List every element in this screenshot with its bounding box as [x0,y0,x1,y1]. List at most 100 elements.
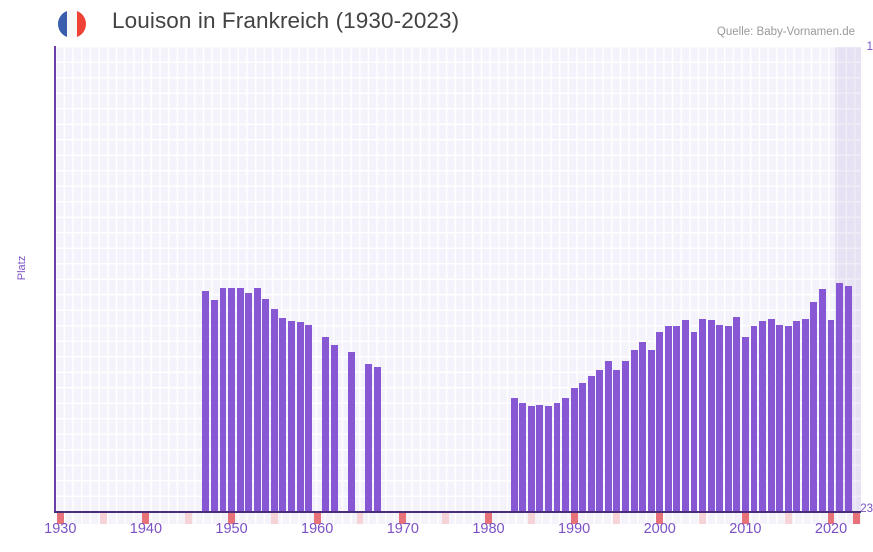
x-tick-mark-1965 [356,513,364,524]
bar-1986[interactable] [536,405,544,512]
x-tick-mark-1935 [99,513,107,524]
x-tick-mark-1970 [399,513,407,524]
bar-1991[interactable] [579,382,587,512]
x-axis-tick-1990: 1990 [557,521,591,537]
bar-1950[interactable] [228,288,235,512]
bar-1952[interactable] [245,293,253,512]
x-tick-mark-2020 [827,513,835,524]
bar-1955[interactable] [270,309,278,512]
bar-1999[interactable] [647,349,655,512]
bar-1959[interactable] [305,325,313,512]
x-axis-tick-2000: 2000 [643,521,676,537]
x-axis-tick-1970: 1970 [386,521,419,537]
x-tick-mark-1955 [270,513,278,524]
bar-1964[interactable] [348,352,355,512]
x-tick-mark-last [853,513,861,524]
x-axis-tick-2010: 2010 [729,521,762,537]
y-axis-tick-top: 1 [866,41,873,53]
bar-1988[interactable] [553,402,561,512]
chart-title: Louison in Frankreich (1930-2023) [112,8,460,33]
bar-1992[interactable] [587,375,595,512]
flag-band-red [76,10,86,38]
bar-2005[interactable] [699,319,706,512]
x-axis-tick-1940: 1940 [129,521,163,537]
bar-1961[interactable] [322,336,330,512]
bar-2002[interactable] [673,326,681,512]
bar-1966[interactable] [365,364,373,512]
chart-header: Louison in Frankreich (1930-2023) Quelle… [0,0,873,46]
bar-2010[interactable] [741,337,749,512]
bar-2012[interactable] [759,321,766,512]
bar-1949[interactable] [219,288,227,512]
bar-1948[interactable] [210,299,218,512]
bar-2003[interactable] [681,320,689,512]
bar-2011[interactable] [750,326,758,512]
bar-1954[interactable] [262,299,270,512]
bar-2015[interactable] [784,326,792,512]
bar-2019[interactable] [819,289,826,512]
x-tick-mark-1960 [313,513,321,524]
plot-area [56,47,861,512]
x-tick-mark-2015 [784,513,792,524]
x-tick-mark-2005 [699,513,706,524]
bar-2007[interactable] [716,325,724,512]
flag-band-white [67,10,77,38]
bar-2004[interactable] [690,332,698,512]
bar-2014[interactable] [776,325,784,512]
bar-2006[interactable] [707,320,715,512]
bar-1951[interactable] [236,288,244,512]
x-tick-mark-1950 [228,513,235,524]
x-axis-tick-1930: 1930 [44,521,77,537]
x-axis-tick-1980: 1980 [472,521,505,537]
source-attribution: Quelle: Baby-Vornamen.de [716,26,855,38]
bar-1983[interactable] [510,398,518,512]
bar-2016[interactable] [793,321,801,512]
bar-1997[interactable] [630,349,638,512]
bar-1995[interactable] [613,369,621,512]
bar-1998[interactable] [639,341,647,512]
bar-2009[interactable] [733,317,741,512]
bar-1958[interactable] [296,322,304,512]
bar-2018[interactable] [810,301,818,512]
x-axis-tick-1950: 1950 [215,521,248,537]
bar-1956[interactable] [279,317,287,512]
x-tick-mark-1995 [613,513,621,524]
bar-2017[interactable] [801,319,809,512]
bar-2013[interactable] [767,319,775,512]
bar-2008[interactable] [724,326,732,512]
bar-1984[interactable] [519,403,527,512]
x-tick-mark-2010 [741,513,749,524]
x-axis-tick-1960: 1960 [301,521,334,537]
x-axis-line [54,511,861,513]
bar-1987[interactable] [544,405,552,512]
bar-1989[interactable] [562,398,569,512]
bar-1953[interactable] [253,288,261,512]
x-tick-mark-1940 [142,513,150,524]
bar-1993[interactable] [596,369,604,512]
x-axis-tick-2020: 2020 [814,521,848,537]
x-tick-mark-2000 [656,513,664,524]
bar-2020[interactable] [827,320,835,512]
bar-2001[interactable] [664,326,672,512]
bar-1990[interactable] [570,388,578,512]
bar-2000[interactable] [656,332,664,512]
france-flag-icon [58,10,86,38]
bar-1985[interactable] [527,405,535,512]
x-tick-mark-1990 [570,513,578,524]
x-tick-mark-1930 [56,513,64,524]
bar-1957[interactable] [288,320,295,512]
x-tick-mark-1980 [485,513,492,524]
y-axis-title: Platz [16,255,28,281]
bar-2022[interactable] [844,286,852,512]
bar-1967[interactable] [373,366,381,512]
x-axis-tick-strip [56,513,861,524]
y-axis-line [54,46,57,513]
x-tick-mark-1985 [527,513,535,524]
x-tick-mark-1945 [185,513,193,524]
bar-1947[interactable] [202,290,210,512]
bar-2021[interactable] [836,283,844,512]
bar-1994[interactable] [604,360,612,512]
bar-1996[interactable] [622,360,629,512]
bar-1962[interactable] [330,344,338,512]
